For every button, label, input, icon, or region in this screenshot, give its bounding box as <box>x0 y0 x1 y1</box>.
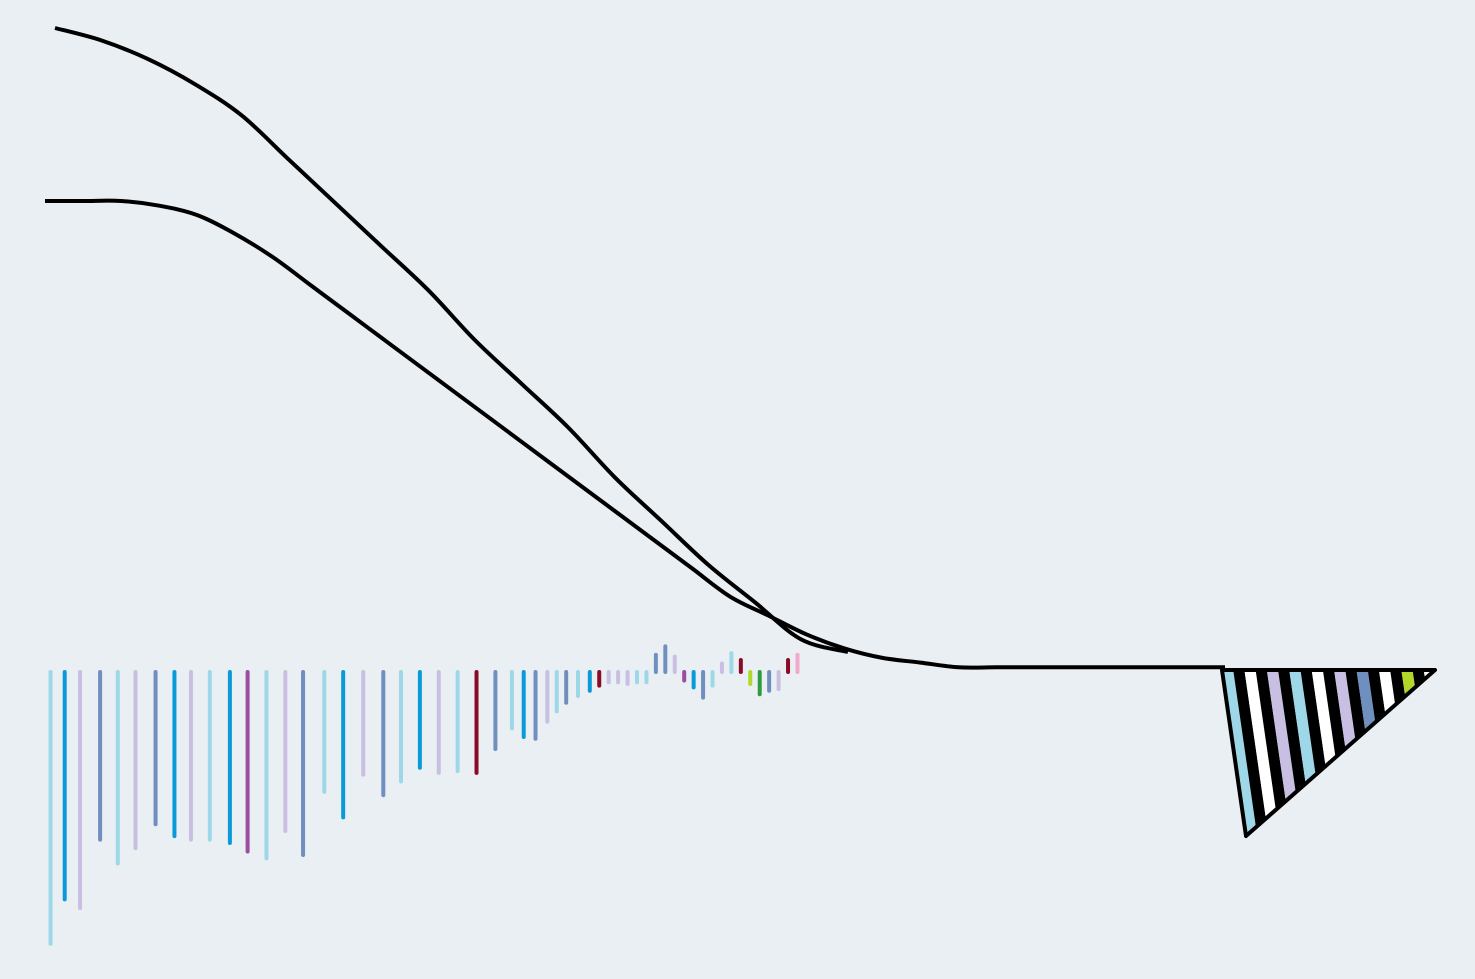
wedge-group <box>1220 668 1437 838</box>
wedge-band-8 <box>1311 670 1336 767</box>
wedge-band-3 <box>1255 670 1286 810</box>
stems-group <box>48 644 800 946</box>
wedge-band-12 <box>1356 670 1376 732</box>
wedge-band-14 <box>1378 670 1396 714</box>
wedge-band-15 <box>1390 670 1406 705</box>
wedge-band-13 <box>1367 670 1386 723</box>
wedge-outline <box>1220 668 1437 838</box>
wedge-band-17 <box>1412 670 1426 688</box>
wedge-band-4 <box>1266 670 1296 802</box>
wedge-band-10 <box>1334 670 1356 749</box>
wedge-band-5 <box>1278 670 1306 793</box>
wedge-band-6 <box>1289 670 1316 784</box>
wedge-band-2 <box>1244 670 1276 819</box>
series-line-0 <box>54 26 849 654</box>
wedge-band-7 <box>1300 670 1326 775</box>
series-line-1 <box>45 198 1225 670</box>
wedge-band-11 <box>1345 670 1366 740</box>
wedge-band-9 <box>1322 670 1346 758</box>
wedge-band-0 <box>1222 670 1256 836</box>
curves-group <box>45 26 1225 670</box>
wedge-band-1 <box>1233 670 1266 828</box>
